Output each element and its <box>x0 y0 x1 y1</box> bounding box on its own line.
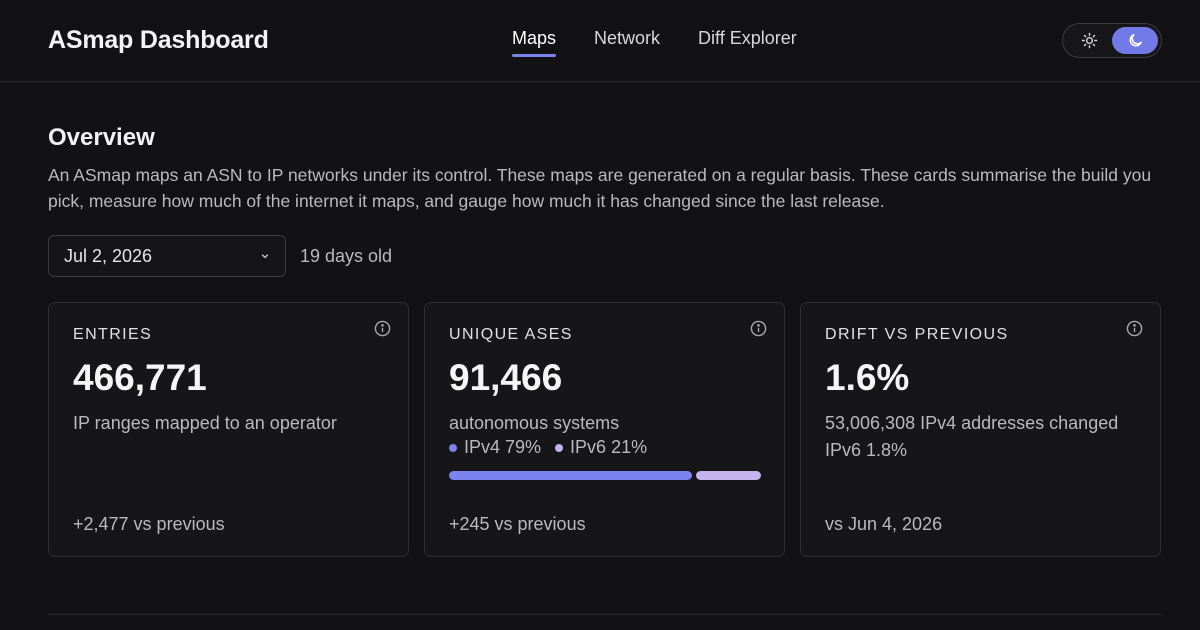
moon-icon <box>1129 34 1142 47</box>
legend-ipv6: IPv6 21% <box>555 437 647 458</box>
ipv4-bar-segment <box>449 471 692 480</box>
legend-ipv4: IPv4 79% <box>449 437 541 458</box>
drift-ipv6: IPv6 1.8% <box>825 440 908 460</box>
card-label: ENTRIES <box>73 326 153 343</box>
drift-details: 53,006,308 IPv4 addresses changed IPv6 1… <box>825 410 1125 464</box>
nav-network[interactable]: Network <box>594 28 661 48</box>
unique-ases-value: 91,466 <box>449 357 563 398</box>
ip-version-split-bar <box>449 471 761 480</box>
section-divider <box>48 614 1162 615</box>
unique-ases-description: autonomous systems <box>449 413 620 433</box>
legend-ipv6-label: IPv6 21% <box>570 437 648 457</box>
theme-toggle <box>1062 23 1162 58</box>
ipv4-dot <box>449 443 457 452</box>
dark-theme-button[interactable] <box>1112 27 1158 54</box>
ip-version-legend: IPv4 79% IPv6 21% <box>449 437 647 458</box>
info-icon[interactable] <box>1126 320 1143 337</box>
ipv6-bar-segment <box>696 471 761 480</box>
nav-diff-explorer[interactable]: Diff Explorer <box>698 28 797 48</box>
entries-description: IP ranges mapped to an operator <box>73 413 337 433</box>
top-header: ASmap Dashboard Maps Network Diff Explor… <box>0 0 1200 82</box>
overview-title: Overview <box>48 124 155 151</box>
main-nav: Maps Network Diff Explorer <box>512 28 797 57</box>
drift-card: DRIFT VS PREVIOUS 1.6% 53,006,308 IPv4 a… <box>800 302 1161 557</box>
build-age-label: 19 days old <box>300 246 393 266</box>
light-theme-button[interactable] <box>1066 27 1112 54</box>
card-label: UNIQUE ASES <box>449 326 573 343</box>
entries-value: 466,771 <box>73 357 207 398</box>
ipv6-dot <box>555 443 564 452</box>
entries-card: ENTRIES 466,771 IP ranges mapped to an o… <box>48 302 409 557</box>
info-icon[interactable] <box>750 320 767 337</box>
chevron-down-icon <box>261 254 269 259</box>
drift-value: 1.6% <box>825 357 910 398</box>
build-date-value: Jul 2, 2026 <box>64 245 153 266</box>
info-icon[interactable] <box>374 320 391 337</box>
nav-maps[interactable]: Maps <box>512 28 557 57</box>
legend-ipv4-label: IPv4 79% <box>464 437 542 457</box>
entries-delta: +2,477 vs previous <box>73 514 225 534</box>
sun-icon <box>1081 32 1097 49</box>
build-date-select[interactable]: Jul 2, 2026 <box>48 235 286 277</box>
drift-ipv4-changed: 53,006,308 IPv4 addresses changed <box>825 413 1119 433</box>
brand-title: ASmap Dashboard <box>48 26 269 54</box>
card-label: DRIFT VS PREVIOUS <box>825 326 1009 343</box>
unique-ases-card: UNIQUE ASES 91,466 autonomous systems IP… <box>424 302 785 557</box>
unique-ases-delta: +245 vs previous <box>449 514 586 534</box>
overview-description: An ASmap maps an ASN to IP networks unde… <box>48 165 1152 211</box>
drift-comparison-date: vs Jun 4, 2026 <box>825 514 943 534</box>
